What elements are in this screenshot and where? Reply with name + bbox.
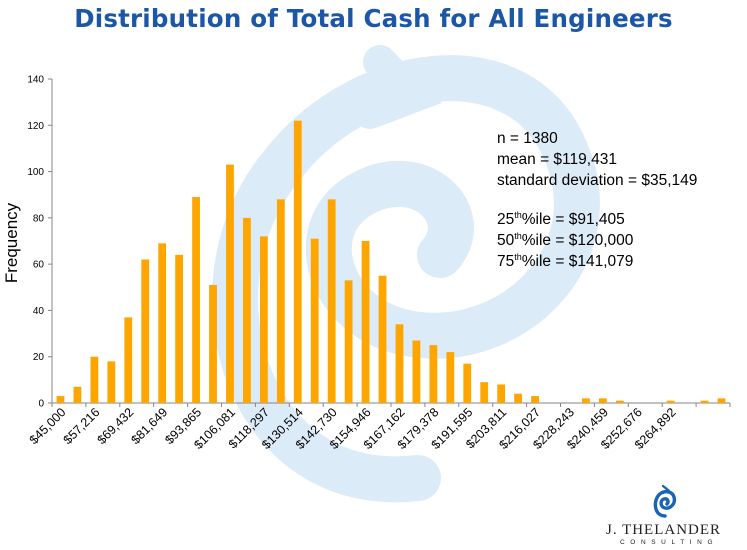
stat-mean: mean = $119,431	[497, 151, 617, 168]
y-tick-label: 140	[27, 75, 44, 86]
bar	[666, 400, 675, 403]
bar	[700, 400, 709, 403]
bar	[717, 398, 726, 403]
x-tick-label: $57,216	[61, 405, 103, 447]
bar	[158, 243, 167, 403]
bar	[463, 363, 472, 403]
bar	[90, 356, 99, 403]
bar	[192, 197, 200, 403]
bar	[276, 199, 285, 403]
y-tick-label: 120	[27, 121, 44, 132]
bar	[582, 398, 590, 403]
y-tick-label: 0	[38, 399, 44, 410]
y-tick-label: 100	[27, 167, 44, 178]
x-tick-labels: $45,000$57,216$69,432$81,649$93,865$106,…	[27, 405, 679, 452]
y-tick-label: 20	[33, 352, 45, 363]
stat-sd: standard deviation = $35,149	[497, 172, 698, 189]
bar	[243, 217, 251, 403]
company-logo: J. THELANDER CONSULTING	[590, 483, 740, 547]
bar	[615, 400, 624, 403]
bar	[378, 275, 387, 403]
stats-panel: n = 1380 mean = $119,431 standard deviat…	[497, 128, 697, 272]
bar	[497, 384, 506, 403]
bar	[412, 340, 421, 403]
bar	[361, 241, 370, 403]
bars	[56, 120, 726, 404]
page-title: Distribution of Total Cash for All Engin…	[74, 4, 673, 33]
stat-p50: 50th%ile = $120,000	[497, 231, 634, 250]
y-tick-label: 60	[33, 260, 45, 271]
bar	[344, 280, 353, 403]
bar	[514, 393, 523, 403]
x-tick-label: $69,432	[95, 405, 137, 447]
bar	[429, 345, 438, 403]
bar	[259, 236, 268, 403]
bar	[56, 396, 65, 403]
bar	[226, 164, 234, 403]
watermark-logo	[212, 45, 600, 503]
y-tick-label: 40	[33, 306, 45, 317]
logo-subtitle: CONSULTING	[620, 539, 719, 546]
bar	[107, 361, 116, 403]
bar	[141, 259, 150, 403]
stat-p25: 25th%ile = $91,405	[497, 210, 625, 229]
bar	[73, 386, 82, 403]
y-tick-labels: 0 20 40 60 80 100 120 140	[27, 75, 44, 410]
bar	[531, 396, 539, 403]
spiral-logo-icon	[653, 484, 677, 518]
stat-n: n = 1380	[497, 130, 558, 147]
bar	[480, 382, 489, 403]
bar	[175, 254, 184, 403]
bar	[209, 284, 217, 403]
stat-p75: 75th%ile = $141,079	[497, 252, 634, 271]
bar	[124, 317, 133, 403]
bar	[446, 352, 455, 403]
logo-name: J. THELANDER	[606, 522, 722, 538]
bar	[293, 120, 302, 404]
bar	[598, 398, 607, 403]
x-tick-label: $45,000	[27, 405, 69, 447]
bar	[395, 324, 404, 403]
y-axis-label: Frequency	[2, 202, 21, 283]
y-tick-label: 80	[33, 213, 45, 224]
bar	[327, 199, 336, 403]
bar	[310, 238, 319, 403]
x-tick-label: $81,649	[128, 405, 170, 447]
